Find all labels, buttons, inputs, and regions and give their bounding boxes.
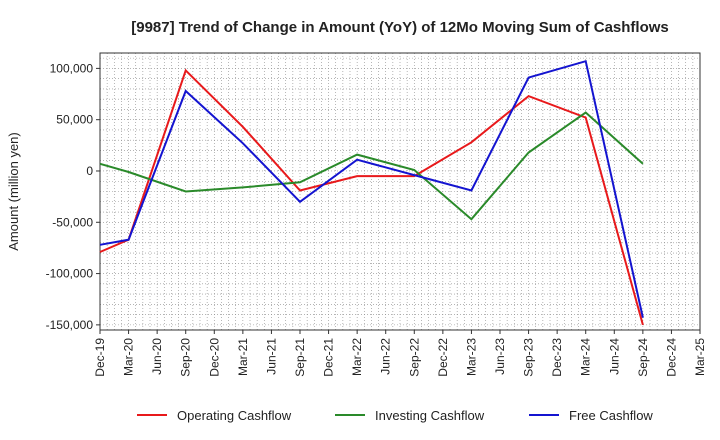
- y-tick-label: -50,000: [52, 215, 93, 229]
- y-tick-label: 50,000: [56, 113, 93, 127]
- x-tick-label: Jun-20: [150, 338, 164, 375]
- y-tick-label: 0: [86, 164, 93, 178]
- series: [99, 59, 644, 326]
- x-tick-label: Jun-23: [493, 338, 507, 375]
- x-tick-label: Sep-23: [522, 338, 536, 377]
- series-line-operating-cashflow: [99, 68, 644, 326]
- x-tick-label: Mar-23: [464, 338, 478, 376]
- y-axis: 100,000 50,000 0 -50,000 -100,000 -150,000: [46, 61, 100, 332]
- x-tick-label: Jun-21: [264, 338, 278, 375]
- y-tick-label: 100,000: [50, 61, 94, 75]
- x-tick-label: Dec-22: [436, 338, 450, 377]
- y-tick-label: -150,000: [46, 318, 94, 332]
- x-tick-label: Sep-21: [293, 338, 307, 377]
- x-tick-label: Sep-20: [179, 338, 193, 377]
- chart-title: [9987] Trend of Change in Amount (YoY) o…: [131, 19, 669, 36]
- y-axis-title: Amount (million yen): [6, 132, 21, 251]
- x-tick-label: Mar-22: [350, 338, 364, 376]
- x-tick-label: Mar-21: [236, 338, 250, 376]
- legend-label-investing-cashflow: Investing Cashflow: [375, 408, 485, 423]
- legend-label-free-cashflow: Free Cashflow: [569, 408, 653, 423]
- x-tick-label: Jun-22: [379, 338, 393, 375]
- x-tick-label: Mar-25: [693, 338, 707, 376]
- legend: Operating Cashflow Investing Cashflow Free…: [137, 408, 653, 423]
- plot-frame: [99, 52, 701, 331]
- x-tick-label: Dec-21: [322, 338, 336, 377]
- x-tick-label: Jun-24: [607, 338, 621, 375]
- x-tick-label: Dec-19: [93, 338, 107, 377]
- series-line-investing-cashflow: [99, 111, 644, 221]
- x-tick-label: Sep-22: [407, 338, 421, 377]
- legend-label-operating-cashflow: Operating Cashflow: [177, 408, 292, 423]
- series-line-free-cashflow: [99, 59, 644, 318]
- x-tick-label: Sep-24: [636, 338, 650, 377]
- x-tick-label: Dec-24: [664, 338, 678, 377]
- x-tick-label: Dec-23: [550, 338, 564, 377]
- y-tick-label: -100,000: [46, 267, 94, 281]
- x-tick-label: Dec-20: [207, 338, 221, 377]
- x-axis: Dec-19 Mar-20 Jun-20 Sep-20 Dec-20 Mar-21 Jun-…: [93, 330, 707, 377]
- x-tick-label: Mar-20: [122, 338, 136, 376]
- x-tick-label: Mar-24: [579, 338, 593, 376]
- grid: [100, 53, 700, 330]
